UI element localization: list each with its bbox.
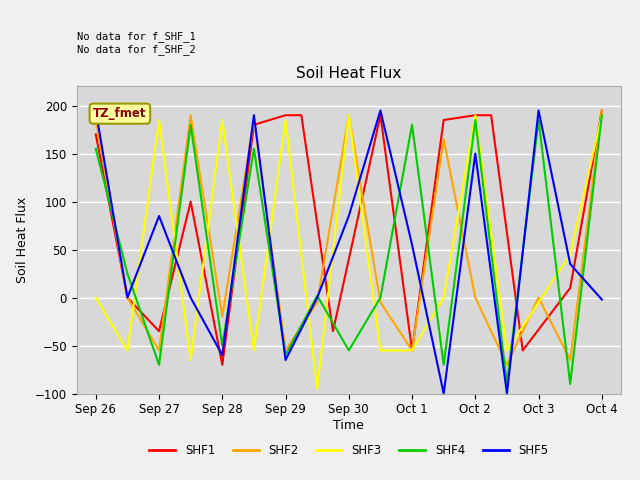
Legend: SHF1, SHF2, SHF3, SHF4, SHF5: SHF1, SHF2, SHF3, SHF4, SHF5 — [145, 439, 553, 462]
Text: No data for f_SHF_1
No data for f_SHF_2: No data for f_SHF_1 No data for f_SHF_2 — [77, 31, 196, 55]
Y-axis label: Soil Heat Flux: Soil Heat Flux — [17, 197, 29, 283]
Title: Soil Heat Flux: Soil Heat Flux — [296, 66, 401, 81]
X-axis label: Time: Time — [333, 419, 364, 432]
Text: TZ_fmet: TZ_fmet — [93, 107, 147, 120]
